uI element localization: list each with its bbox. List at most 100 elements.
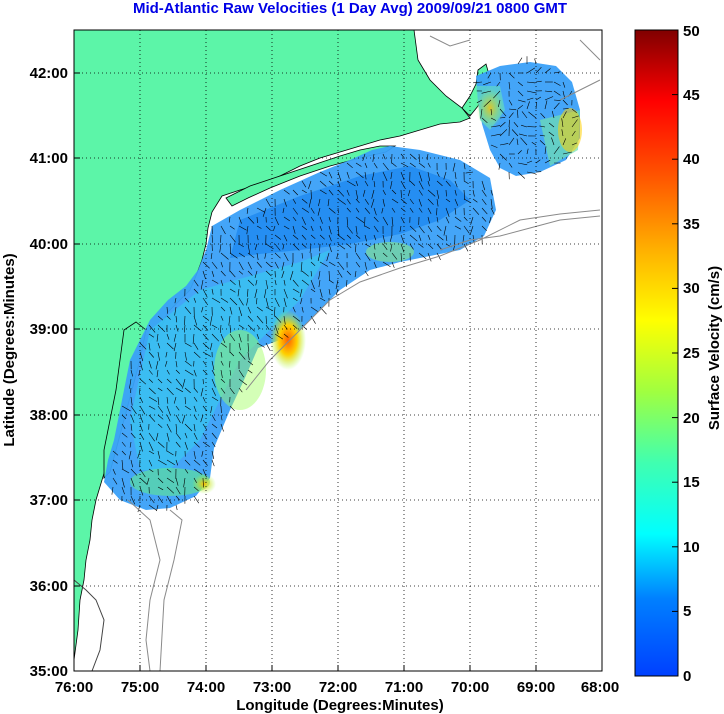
velocity-arrow [326,252,330,262]
velocity-arrow [571,142,578,146]
velocity-arrow [337,270,343,278]
velocity-arrow [175,315,178,323]
velocity-arrow [427,171,430,182]
velocity-arrow [427,243,434,250]
velocity-arrow [139,360,143,371]
velocity-arrow [534,58,537,65]
velocity-arrow [157,423,163,428]
velocity-arrow [553,99,561,101]
velocity-arrow [328,288,331,295]
velocity-arrow [238,243,244,247]
velocity-arrow [139,351,144,362]
velocity-arrow [539,140,546,146]
velocity-arrow [454,171,457,179]
velocity-arrow [184,387,191,394]
velocity-arrow [246,297,249,306]
velocity-arrow [166,468,172,473]
velocity-arrow [193,423,196,432]
colorbar-tick-label: 5 [683,603,691,620]
velocity-arrow [211,234,213,243]
velocity-arrow [200,279,204,290]
velocity-arrow [454,207,457,215]
velocity-arrow [238,306,243,317]
velocity-arrow [139,441,143,452]
velocity-arrow [319,180,327,187]
velocity-arrow [202,261,210,269]
velocity-arrow [238,252,246,258]
velocity-arrow [112,459,118,464]
velocity-arrow [256,315,264,324]
velocity-arrow [418,171,423,182]
velocity-arrow [193,432,198,440]
velocity-arrow [166,306,168,314]
velocity-arrow [490,117,497,121]
velocity-arrow [148,405,156,410]
velocity-arrow [228,315,231,326]
velocity-arrow [571,130,576,137]
velocity-arrow [148,450,155,455]
velocity-arrow [310,315,316,324]
velocity-arrow [130,387,132,394]
velocity-arrow [373,225,379,233]
velocity-arrow [328,225,332,235]
velocity-arrow [400,243,405,253]
velocity-arrow [184,360,192,367]
velocity-arrow [318,270,321,280]
velocity-arrow [355,225,358,235]
velocity-arrow [281,261,285,271]
velocity-arrow [364,243,371,248]
velocity-arrow [318,198,321,207]
velocity-arrow [490,144,498,148]
velocity-arrow [184,369,194,376]
velocity-arrow [184,459,191,466]
velocity-arrow [274,297,280,307]
velocity-arrow [211,432,218,439]
velocity-arrow [247,306,252,314]
velocity-arrow [462,234,465,242]
x-tick-label: 68:00 [581,679,619,696]
velocity-arrow [301,306,304,313]
velocity-arrow [346,189,350,196]
velocity-arrow [535,159,541,164]
velocity-arrow [283,324,288,330]
velocity-arrow [229,351,235,357]
velocity-arrow [229,369,232,376]
velocity-arrow [481,225,487,232]
velocity-arrow [317,207,321,216]
velocity-arrow [229,270,236,278]
x-axis-label: Longitude (Degrees:Minutes) [236,697,444,714]
velocity-arrow [283,315,286,325]
velocity-arrow [382,261,391,267]
velocity-arrow [193,279,199,287]
velocity-arrow [211,378,216,388]
velocity-arrow [418,225,425,234]
velocity-arrow [526,160,533,164]
velocity-arrow [391,216,394,227]
velocity-arrow [355,216,365,223]
velocity-arrow [400,207,406,212]
velocity-arrow [463,225,470,234]
velocity-arrow [130,495,136,505]
velocity-arrow [310,234,316,240]
velocity-arrow [490,207,495,215]
velocity-arrow [481,189,487,197]
velocity-arrow [409,180,416,186]
velocity-arrow [508,119,510,128]
velocity-arrow [513,122,519,128]
velocity-arrow [301,234,307,240]
velocity-arrow [436,234,444,241]
velocity-arrow [112,468,116,475]
velocity-arrow [130,396,133,406]
velocity-arrow [382,252,388,258]
velocity-arrow [274,324,279,335]
velocity-arrow [175,360,178,368]
velocity-arrow [463,243,469,252]
velocity-arrow [193,486,199,492]
velocity-arrow [318,279,321,288]
velocity-arrow [292,189,299,196]
velocity-arrow [166,486,175,494]
velocity-arrow [301,216,306,225]
velocity-arrow [373,261,377,269]
velocity-arrow [327,198,330,207]
colorbar-tick-label: 35 [683,216,700,233]
